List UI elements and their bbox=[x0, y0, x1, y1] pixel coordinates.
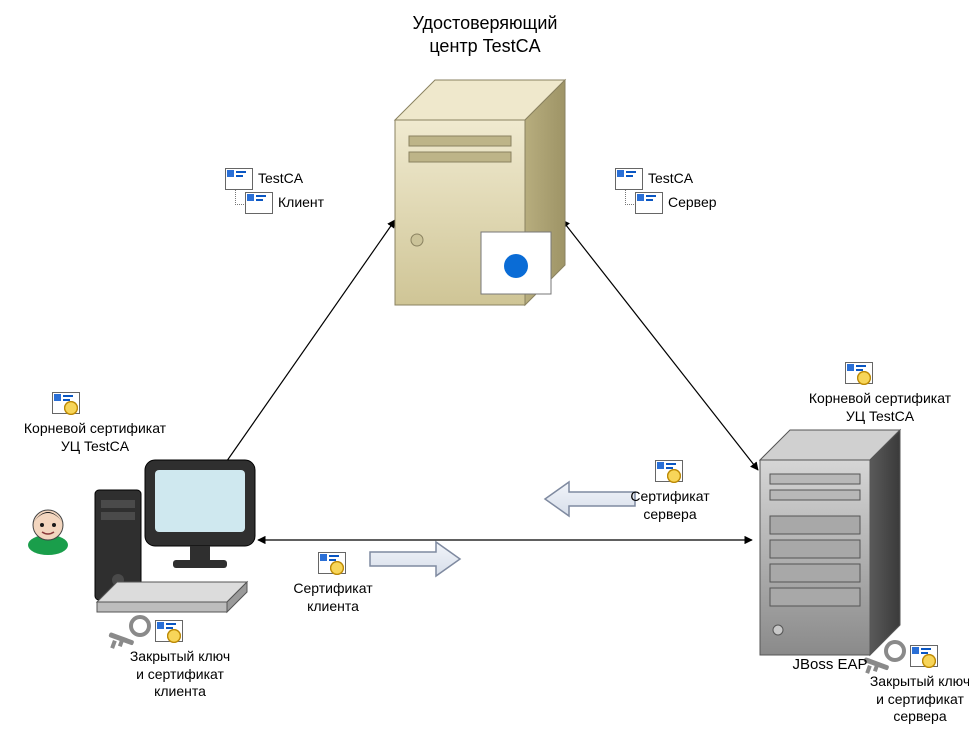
cert-tree-right-line1: TestCA bbox=[648, 170, 693, 188]
user-icon bbox=[28, 510, 68, 555]
client-keycert-icon bbox=[155, 620, 181, 642]
client-key-icon bbox=[108, 617, 149, 649]
server-root-cert-label: Корневой сертификат УЦ TestCA bbox=[795, 390, 965, 425]
flow-client-to-server bbox=[370, 542, 460, 576]
client-cert-label: Сертификат клиента bbox=[283, 580, 383, 615]
server-keycert-label: Закрытый ключ и сертификат сервера bbox=[850, 673, 969, 726]
jboss-server-icon bbox=[760, 430, 900, 655]
edge-ca-client bbox=[215, 220, 395, 478]
cert-tree-left-line1: TestCA bbox=[258, 170, 303, 188]
client-root-cert-icon bbox=[52, 392, 78, 414]
server-keycert-icon bbox=[910, 645, 936, 667]
jboss-title: JBoss EAP bbox=[780, 656, 880, 675]
server-cert-label: Сертификат сервера bbox=[620, 488, 720, 523]
client-root-cert-label: Корневой сертификат УЦ TestCA bbox=[10, 420, 180, 455]
diagram-canvas: { "canvas": { "w": 969, "h": 731, "bg": … bbox=[0, 0, 969, 731]
client-keycert-label: Закрытый ключ и сертификат клиента bbox=[110, 648, 250, 701]
cert-tree-right-line2: Сервер bbox=[668, 194, 717, 212]
client-cert-icon bbox=[318, 552, 344, 574]
server-root-cert-icon bbox=[845, 362, 871, 384]
server-cert-icon bbox=[655, 460, 681, 482]
cert-tree-left-line2: Клиент bbox=[278, 194, 324, 212]
ca-server-icon bbox=[395, 80, 565, 305]
edge-ca-server bbox=[562, 220, 758, 470]
ca-title: Удостоверяющий центр TestCA bbox=[360, 12, 610, 57]
svg-layer bbox=[0, 0, 969, 731]
client-workstation-icon bbox=[95, 460, 255, 612]
